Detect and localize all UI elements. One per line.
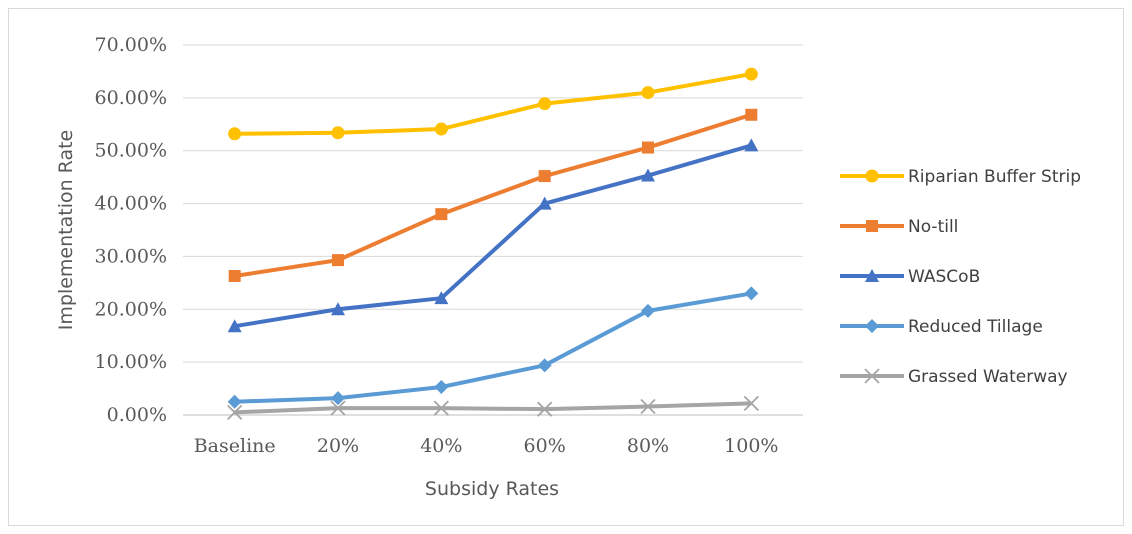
legend-label: WASCoB	[908, 267, 980, 287]
legend-marker	[864, 368, 880, 384]
y-axis-ticks: 0.00% 10.00% 20.00% 30.00% 40.00% 50.00% 60.00…	[95, 34, 167, 426]
series-riparian-buffer-strip	[228, 67, 758, 141]
data-point	[434, 379, 449, 394]
legend-label: No-till	[908, 217, 958, 237]
data-point	[331, 126, 345, 140]
legend-item: Grassed Waterway	[840, 367, 1068, 387]
gridlines	[183, 44, 803, 416]
series-line	[234, 112, 752, 278]
legend-marker	[865, 319, 879, 333]
series-grassed-waterway	[227, 395, 759, 420]
legend-label: Riparian Buffer Strip	[908, 167, 1081, 187]
data-point	[435, 208, 448, 221]
y-tick-label: 60.00%	[95, 87, 167, 109]
data-point	[743, 395, 759, 412]
data-point	[331, 391, 345, 406]
y-tick-label: 30.00%	[95, 245, 167, 267]
data-point	[744, 67, 758, 81]
series-line	[234, 291, 752, 404]
data-point	[537, 196, 552, 210]
data-point	[538, 170, 551, 183]
data-point	[227, 319, 242, 333]
series-line	[234, 143, 752, 329]
legend-item: Reduced Tillage	[840, 317, 1043, 337]
legend-marker	[866, 220, 878, 232]
y-tick-label: 10.00%	[95, 351, 167, 373]
data-point	[228, 269, 241, 282]
x-axis-ticks: Baseline 20% 40% 60% 80% 100%	[194, 435, 779, 457]
data-point	[433, 400, 449, 416]
y-axis-title: Implementation Rate	[55, 130, 77, 330]
data-point	[228, 127, 242, 141]
series-group	[227, 67, 759, 420]
y-tick-label: 70.00%	[95, 34, 167, 56]
legend-label: Grassed Waterway	[908, 367, 1068, 387]
x-tick-label: 100%	[724, 435, 778, 457]
data-point	[641, 168, 655, 182]
series-line	[234, 72, 752, 136]
legend: Riparian Buffer Strip No-till WASCoB Reduce…	[840, 167, 1081, 387]
y-tick-label: 40.00%	[95, 193, 167, 215]
data-point	[745, 108, 758, 121]
data-point	[641, 303, 655, 318]
legend-item: Riparian Buffer Strip	[840, 167, 1081, 187]
data-point	[227, 394, 242, 409]
y-tick-label: 20.00%	[95, 298, 167, 320]
data-point	[434, 291, 449, 305]
series-no-till	[228, 108, 758, 282]
y-tick-label: 0.00%	[107, 404, 167, 426]
data-point	[744, 286, 759, 301]
data-point	[434, 122, 448, 136]
legend-item: No-till	[840, 217, 958, 237]
legend-item: WASCoB	[840, 267, 980, 287]
x-tick-label: Baseline	[194, 435, 276, 457]
data-point	[642, 141, 654, 154]
series-line	[234, 401, 752, 415]
data-point	[227, 404, 243, 420]
data-point	[331, 302, 345, 316]
data-point	[332, 254, 344, 267]
legend-label: Reduced Tillage	[908, 317, 1043, 337]
x-tick-label: 60%	[524, 435, 566, 457]
chart-frame	[8, 8, 1124, 526]
y-tick-label: 50.00%	[95, 140, 167, 162]
legend-marker	[865, 169, 879, 183]
data-point	[641, 86, 655, 100]
data-point	[537, 358, 552, 373]
legend-marker	[865, 269, 879, 282]
data-point	[330, 400, 346, 416]
series-wascob	[227, 138, 759, 333]
series-reduced-tillage	[227, 286, 759, 409]
data-point	[744, 138, 759, 152]
data-point	[640, 398, 656, 415]
x-tick-label: 80%	[627, 435, 669, 457]
x-tick-label: 40%	[420, 435, 462, 457]
data-point	[538, 97, 552, 111]
x-axis-title: Subsidy Rates	[425, 478, 559, 500]
data-point	[537, 401, 553, 417]
x-tick-label: 20%	[317, 435, 359, 457]
